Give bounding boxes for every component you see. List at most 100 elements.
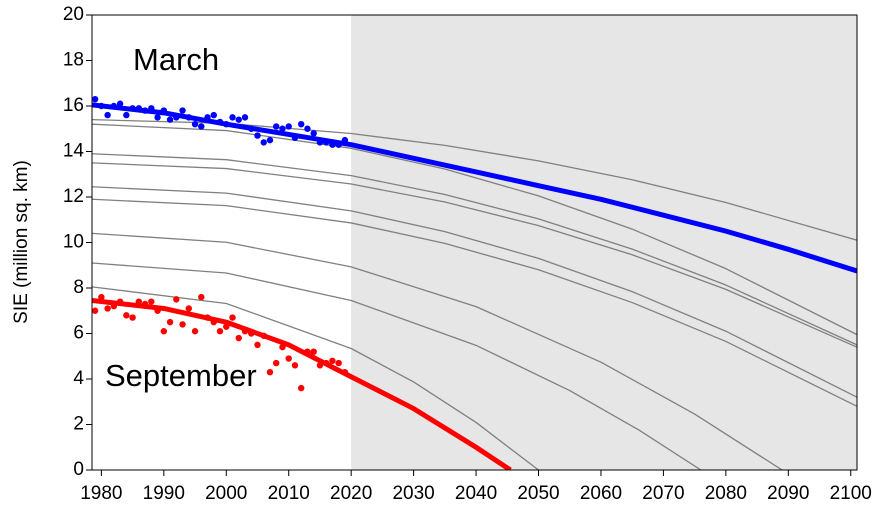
data-point [310,348,317,355]
data-point [179,107,186,114]
data-point [266,368,274,376]
march-label: March [133,42,219,77]
data-point [141,300,149,308]
data-point [260,139,267,146]
data-point [304,125,311,132]
data-point [110,303,118,310]
data-point [110,102,118,110]
x-tick-label: 2000 [205,483,247,504]
data-point [116,100,124,107]
curve [92,198,857,407]
data-point [148,105,155,112]
data-point [210,111,217,119]
data-point [285,355,292,362]
data-point [104,305,111,312]
data-point [254,341,261,349]
x-tick-label: 2090 [767,483,809,504]
data-point [204,114,211,121]
data-point [154,307,161,314]
curve [92,186,857,398]
y-tick-label: 4 [73,368,84,389]
x-tick-label: 2100 [830,483,872,504]
data-point [154,114,161,121]
data-point [229,314,236,321]
curve [92,119,857,241]
data-point [216,118,224,126]
data-point [135,105,143,112]
data-point [104,111,111,119]
x-tick-label: 2050 [517,483,559,504]
data-point [129,105,136,112]
data-point [322,359,330,367]
data-point [166,116,174,123]
data-point [335,141,342,148]
data-point [341,368,349,376]
y-tick-label: 18 [63,50,84,71]
x-tick-label: 2080 [705,483,747,504]
y-tick-label: 12 [63,186,84,207]
data-point [129,314,136,321]
data-point [298,384,305,392]
data-point [198,293,205,301]
data-point [341,136,349,144]
data-point [329,141,336,148]
data-point [291,362,299,369]
y-tick-label: 10 [63,232,84,253]
data-point [304,348,311,355]
data-point [235,116,242,123]
data-point [316,139,324,146]
data-point [160,328,168,335]
data-point [248,330,255,337]
shade-layer [351,15,857,470]
curve [92,298,512,470]
data-point [273,123,280,130]
data-point [185,305,192,312]
y-tick-label: 8 [73,277,84,298]
y-axis-label: SIE (million sq. km) [11,160,32,324]
data-point [116,298,124,305]
point-layer [91,95,349,392]
data-point [98,102,105,110]
y-tick-label: 20 [63,4,84,25]
data-point [241,114,249,121]
y-tick-label: 2 [73,414,84,435]
data-point [166,318,174,326]
data-point [322,139,330,146]
curve [92,286,539,470]
data-point [316,362,324,369]
data-point [310,130,317,137]
data-point [285,123,292,130]
y-tick-label: 16 [63,95,84,116]
y-tick-label: 14 [63,141,85,162]
september-label: September [105,358,257,393]
data-point [191,328,199,335]
data-point [179,321,186,328]
data-point [148,298,155,305]
data-point [141,107,149,114]
data-point [223,323,230,330]
data-point [216,328,224,335]
curve [92,123,857,336]
x-tick-label: 2070 [642,483,684,504]
x-tick-label: 2060 [580,483,622,504]
data-point [198,123,205,130]
data-point [248,125,255,132]
data-point [91,307,99,314]
x-tick-label: 1990 [143,483,185,504]
data-point [123,312,130,319]
data-point [235,334,242,342]
data-point [204,314,211,321]
data-point [185,114,192,121]
data-point [98,293,105,301]
curve [92,153,857,346]
x-tick-label: 2030 [392,483,434,504]
curve [92,232,783,470]
data-point [160,107,168,114]
curve [92,262,702,470]
curve [92,162,857,348]
axis-layer: 0 2 4 6 8 10 12 14 16 18 20 1980 1990 2000 2010 2020 203… [63,4,872,504]
projection-shade [351,15,857,470]
data-point [223,121,230,128]
data-point [266,136,274,144]
